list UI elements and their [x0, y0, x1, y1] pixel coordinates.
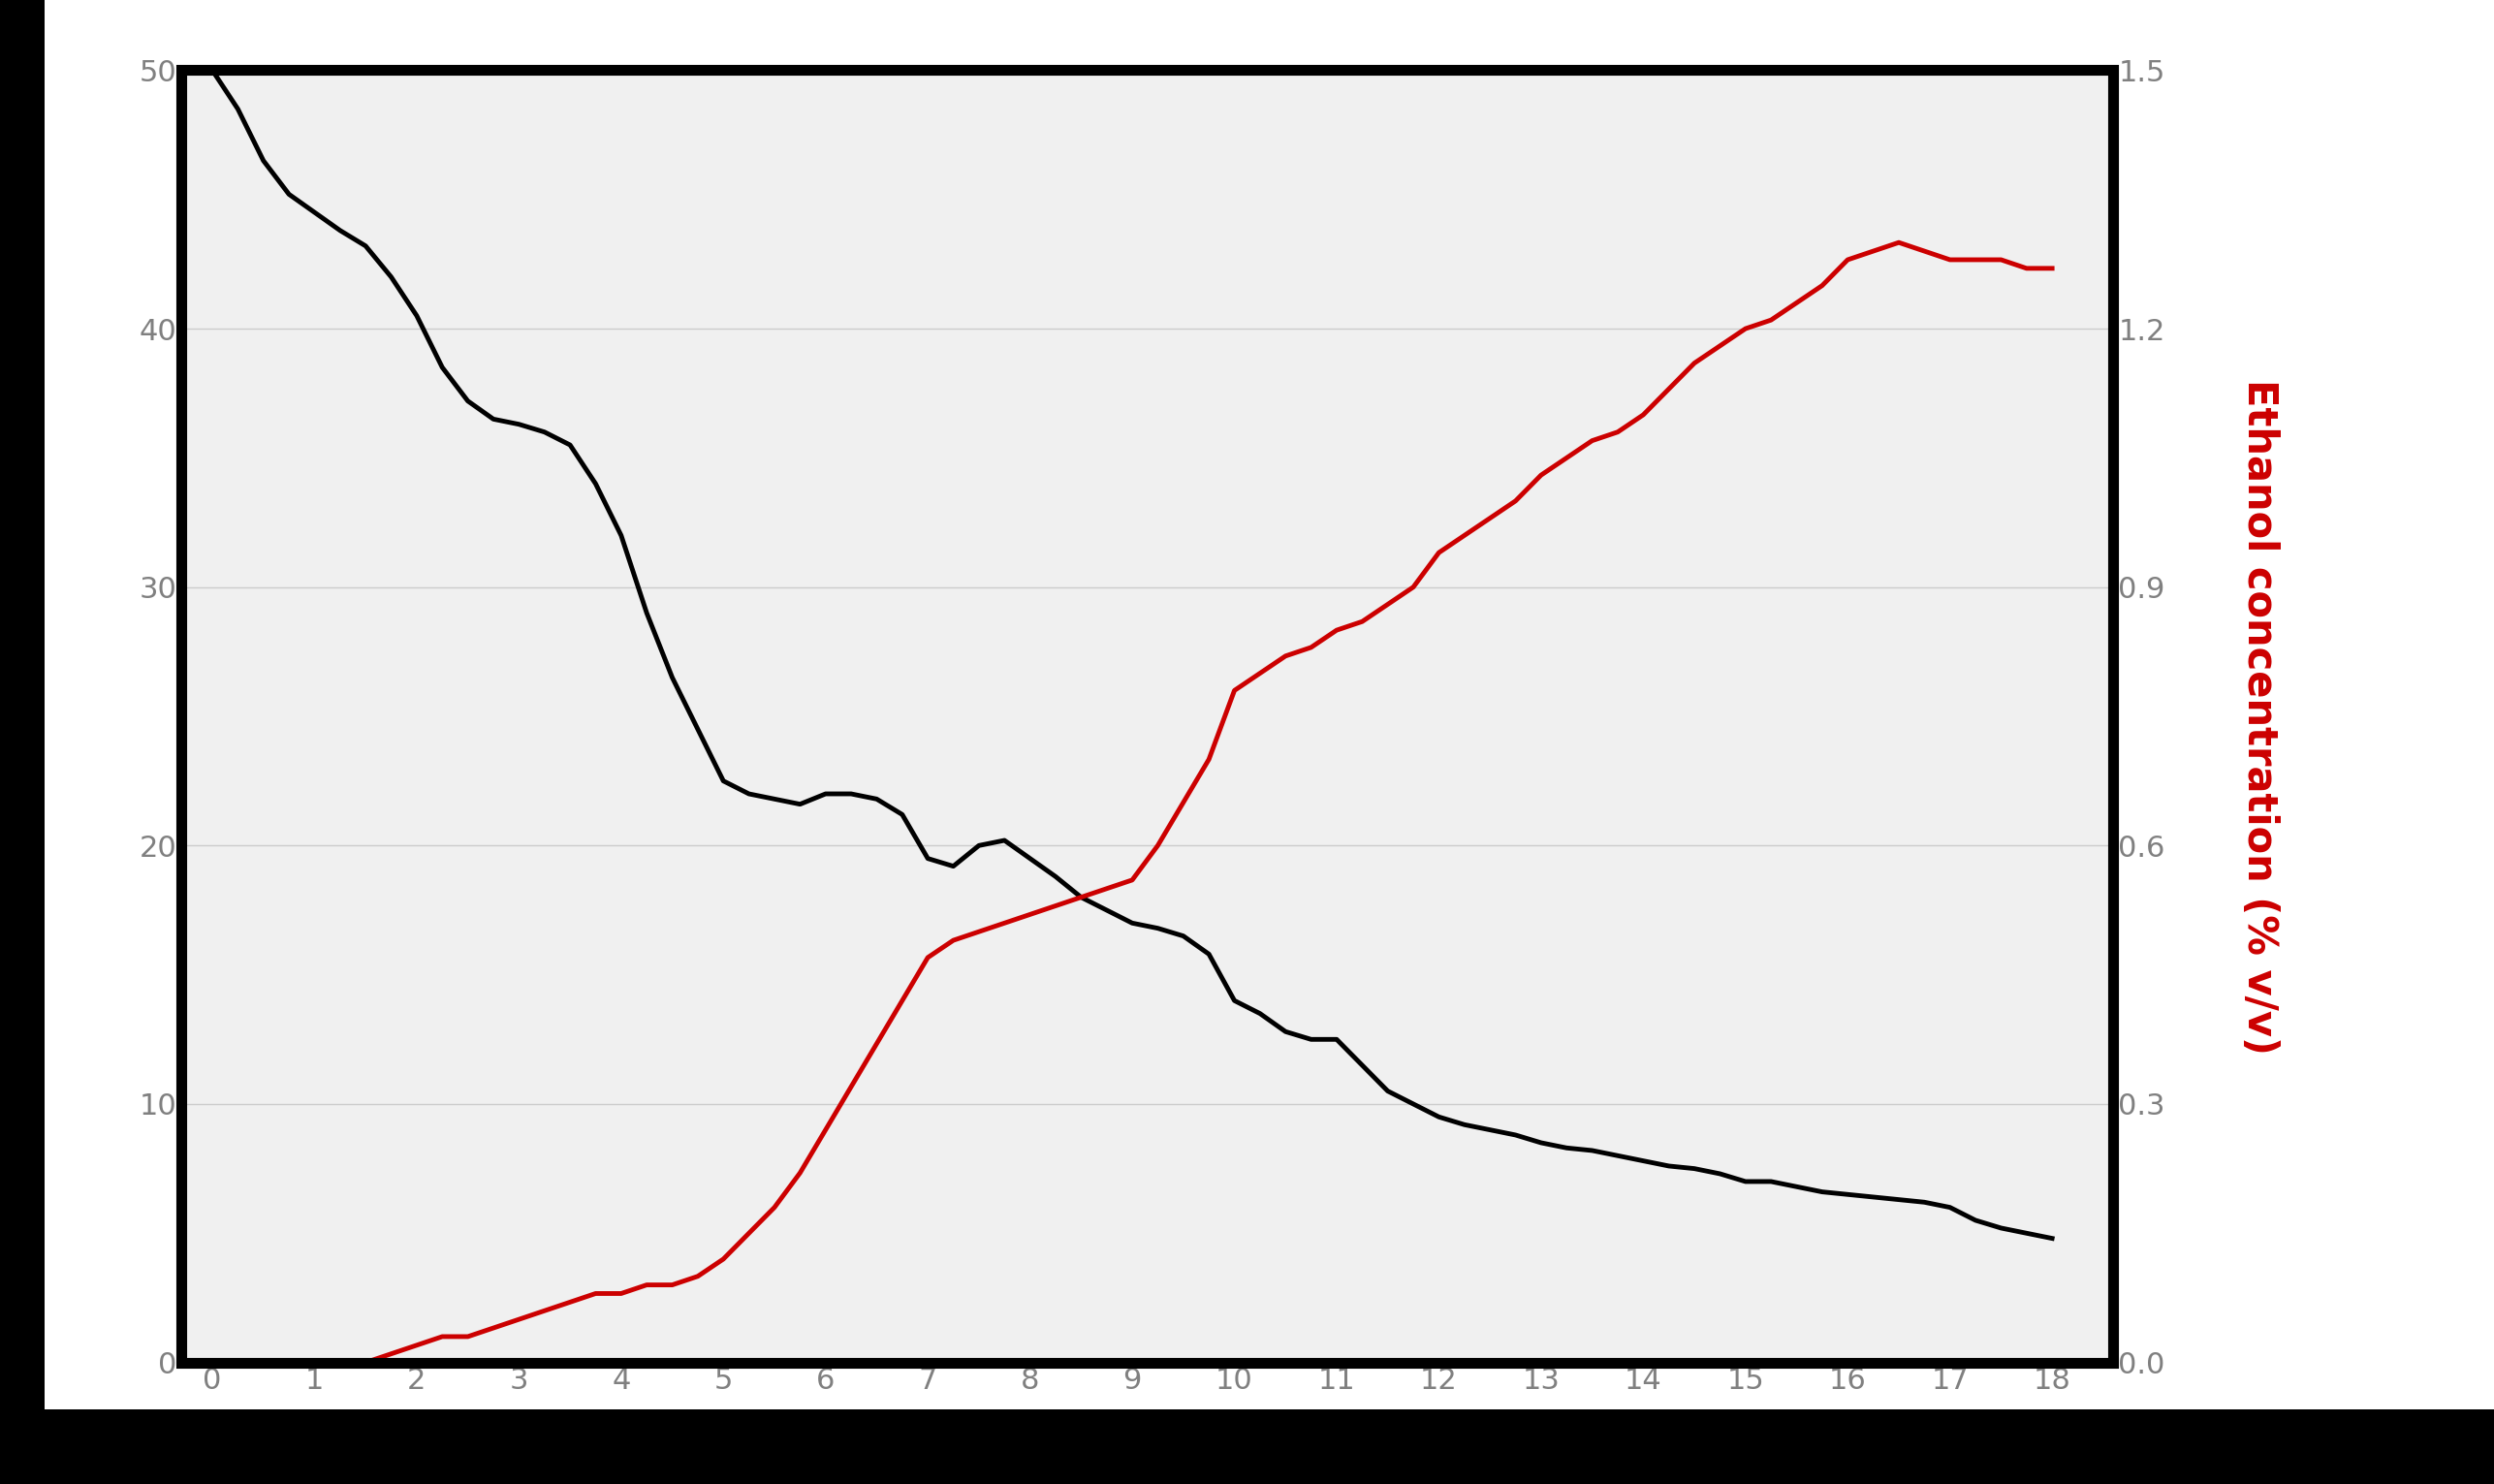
Y-axis label: Ethanol concentration (% v/v): Ethanol concentration (% v/v) — [2240, 378, 2280, 1054]
